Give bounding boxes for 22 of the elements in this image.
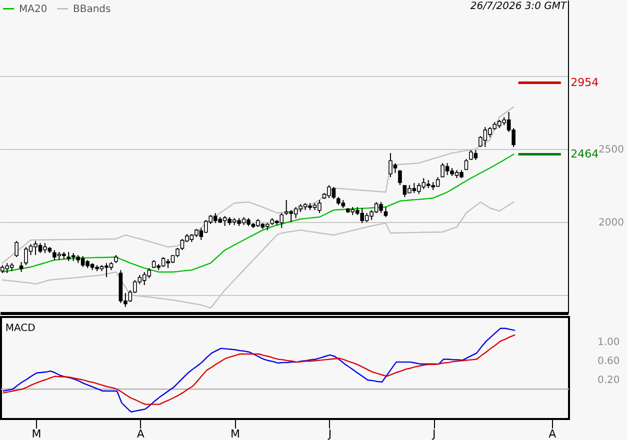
y-tick-label: 2500 xyxy=(598,144,624,156)
y-tick-label: 2000 xyxy=(598,218,624,229)
x-tick-label: J xyxy=(327,428,332,440)
annotation: 26/7/2026 3:0 GMT xyxy=(470,1,568,12)
x-tick-label: M xyxy=(230,428,240,440)
legend-label: MA20 xyxy=(19,4,48,15)
ref-line-label: 2954 xyxy=(570,76,599,89)
legend-label: BBands xyxy=(73,4,111,15)
x-tick-label: A xyxy=(548,428,557,440)
y-tick-label: 1.00 xyxy=(598,337,620,348)
x-tick-label: M xyxy=(32,428,42,440)
text: MACD xyxy=(5,323,36,334)
ref-line-label: 2464 xyxy=(570,147,599,160)
line-series xyxy=(2,334,516,405)
x-tick-label: A xyxy=(136,428,145,440)
candlestick xyxy=(384,206,388,218)
x-tick-label: J xyxy=(431,428,436,440)
y-tick-label: 0.60 xyxy=(598,356,620,368)
y-tick-label: 0.20 xyxy=(598,375,620,386)
candlestick xyxy=(14,240,18,258)
candlestick xyxy=(398,170,402,186)
candlestick xyxy=(19,262,24,272)
